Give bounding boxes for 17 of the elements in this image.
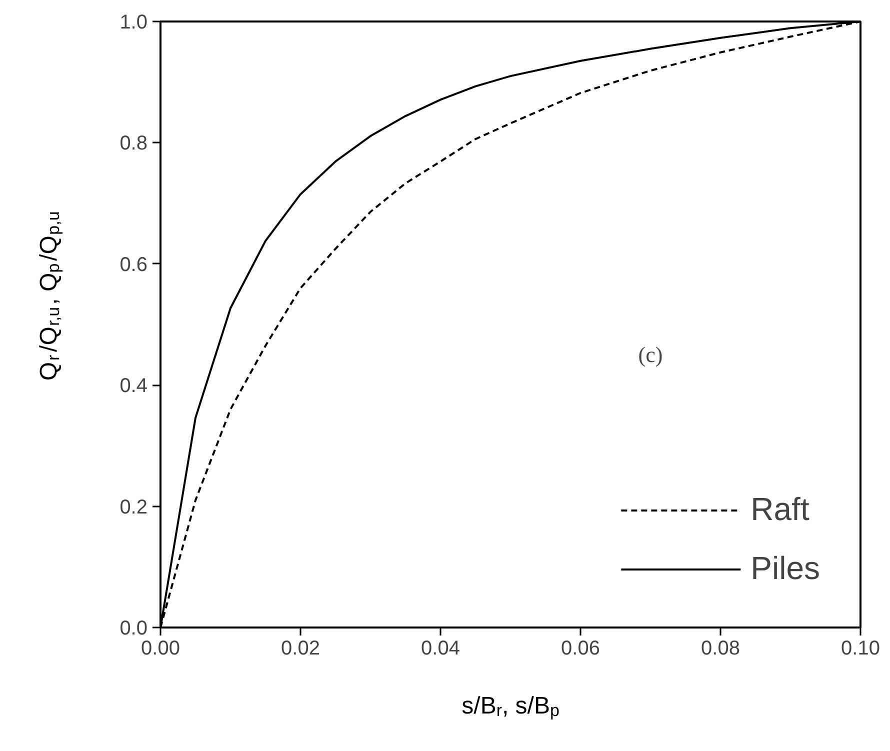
legend-label: Piles bbox=[750, 550, 820, 587]
legend-label: Raft bbox=[750, 491, 810, 528]
x-tick-label: 0.04 bbox=[421, 638, 460, 660]
y-tick-label: 0.2 bbox=[120, 496, 148, 518]
y-tick-label: 0.0 bbox=[120, 618, 148, 640]
y-tick-label: 0.6 bbox=[120, 254, 148, 276]
y-tick-label: 1.0 bbox=[120, 12, 148, 34]
y-tick-label: 0.8 bbox=[120, 132, 148, 155]
annotation: (c) bbox=[638, 342, 663, 367]
x-tick-label: 0.00 bbox=[141, 638, 180, 660]
x-tick-label: 0.10 bbox=[841, 638, 880, 660]
y-axis-title: Qr/Qr,u, Qp/Qp,u bbox=[35, 211, 64, 381]
y-tick-label: 0.4 bbox=[120, 375, 148, 398]
x-tick-label: 0.02 bbox=[281, 638, 320, 660]
x-tick-label: 0.08 bbox=[701, 638, 740, 660]
x-axis-title: s/Br, s/Bp bbox=[462, 692, 560, 720]
x-tick-label: 0.06 bbox=[561, 638, 600, 660]
